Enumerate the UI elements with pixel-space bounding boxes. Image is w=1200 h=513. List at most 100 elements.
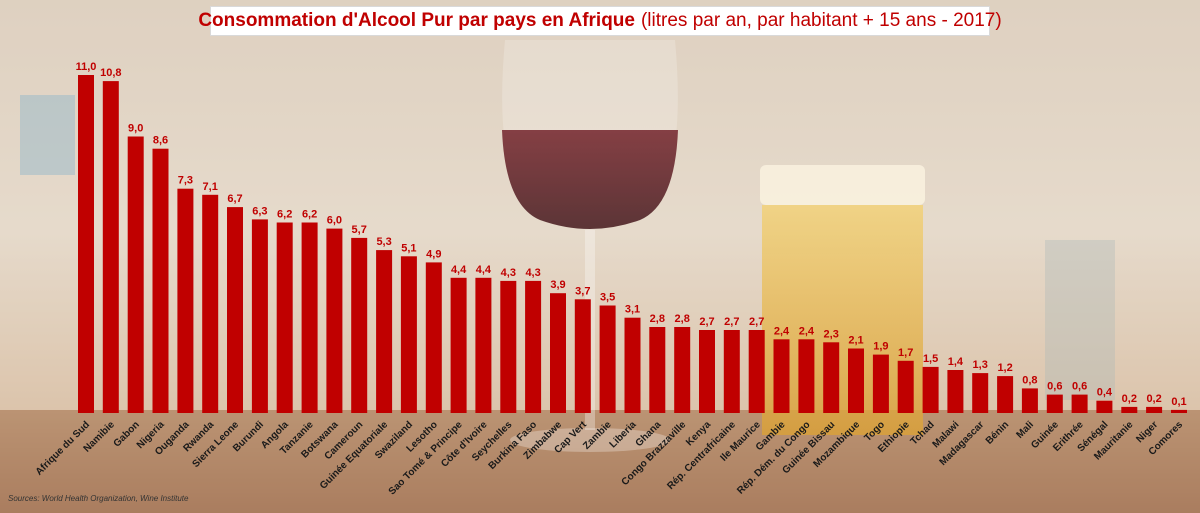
value-label-24: 2,8 bbox=[675, 313, 690, 325]
bar-22 bbox=[624, 317, 641, 413]
value-labels-group: 11,010,8 9,0 8,6 7,3 7,1 6,7 6,3 6,2 6,2 6,0 5,7 5,… bbox=[76, 61, 1187, 408]
value-label-10: 6,0 bbox=[327, 215, 342, 227]
value-label-29: 2,4 bbox=[799, 325, 815, 337]
bar-41 bbox=[1096, 400, 1113, 413]
value-label-21: 3,5 bbox=[600, 292, 615, 304]
bars-group bbox=[78, 75, 1187, 413]
bar-19 bbox=[550, 293, 566, 413]
category-label-37: Bénin bbox=[984, 419, 1011, 446]
value-label-43: 0,2 bbox=[1146, 393, 1161, 405]
value-label-0: 11,0 bbox=[76, 61, 97, 73]
bar-31 bbox=[848, 348, 864, 413]
bar-4 bbox=[177, 188, 194, 413]
value-label-16: 4,4 bbox=[476, 264, 492, 276]
value-label-9: 6,2 bbox=[302, 209, 317, 221]
bar-24 bbox=[674, 327, 691, 413]
chart-subtitle: (litres par an, par habitant + 15 ans - … bbox=[640, 10, 1002, 31]
bar-37 bbox=[997, 376, 1014, 413]
bar-17 bbox=[500, 280, 517, 413]
bar-11 bbox=[351, 237, 368, 413]
bar-35 bbox=[947, 370, 964, 413]
value-label-18: 4,3 bbox=[525, 267, 540, 279]
bar-32 bbox=[872, 354, 889, 413]
bar-43 bbox=[1146, 406, 1163, 413]
value-label-25: 2,7 bbox=[699, 316, 714, 328]
value-label-20: 3,7 bbox=[575, 285, 590, 297]
bar-8 bbox=[276, 222, 293, 413]
value-label-8: 6,2 bbox=[277, 209, 292, 221]
value-label-40: 0,6 bbox=[1072, 381, 1087, 393]
value-label-14: 4,9 bbox=[426, 248, 441, 260]
bar-7 bbox=[251, 219, 268, 413]
category-label-22: Liberia bbox=[608, 419, 639, 450]
value-label-22: 3,1 bbox=[625, 304, 640, 316]
bar-38 bbox=[1021, 388, 1038, 413]
bar-14 bbox=[425, 262, 442, 413]
bar-44 bbox=[1171, 409, 1187, 413]
chart-title-box: Consommation d'Alcool Pur par pays en Af… bbox=[198, 6, 1002, 36]
value-label-19: 3,9 bbox=[550, 279, 565, 291]
bar-23 bbox=[649, 327, 666, 413]
bar-36 bbox=[972, 373, 989, 413]
bar-10 bbox=[326, 228, 343, 413]
value-label-33: 1,7 bbox=[898, 347, 913, 359]
bar-29 bbox=[798, 339, 815, 413]
value-label-30: 2,3 bbox=[824, 328, 839, 340]
category-label-21: Zambie bbox=[581, 419, 614, 452]
bar-30 bbox=[823, 342, 840, 413]
value-label-4: 7,3 bbox=[178, 175, 193, 187]
value-label-23: 2,8 bbox=[650, 313, 665, 325]
bar-3 bbox=[152, 148, 169, 413]
bar-42 bbox=[1121, 406, 1138, 413]
bar-34 bbox=[922, 366, 939, 413]
value-label-15: 4,4 bbox=[451, 264, 467, 276]
bar-1 bbox=[102, 81, 119, 413]
value-label-17: 4,3 bbox=[501, 267, 516, 279]
value-label-1: 10,8 bbox=[100, 67, 121, 79]
bar-16 bbox=[475, 277, 492, 413]
value-label-12: 5,3 bbox=[376, 236, 391, 248]
value-label-36: 1,3 bbox=[973, 359, 988, 371]
bar-20 bbox=[574, 299, 591, 413]
bar-40 bbox=[1071, 394, 1088, 413]
bar-15 bbox=[450, 277, 467, 413]
value-label-5: 7,1 bbox=[203, 181, 218, 193]
value-label-27: 2,7 bbox=[749, 316, 764, 328]
chart-title: Consommation d'Alcool Pur par pays en Af… bbox=[198, 10, 635, 31]
bar-21 bbox=[599, 305, 616, 413]
value-label-7: 6,3 bbox=[252, 205, 267, 217]
bar-5 bbox=[202, 194, 219, 413]
value-label-35: 1,4 bbox=[948, 356, 964, 368]
category-labels-group: Afrique du SudNamibieGabonNigeriaOuganda… bbox=[34, 419, 1186, 497]
value-label-41: 0,4 bbox=[1097, 387, 1113, 399]
bar-9 bbox=[301, 222, 318, 413]
bar-25 bbox=[699, 330, 715, 413]
value-label-13: 5,1 bbox=[401, 242, 416, 254]
bar-12 bbox=[376, 250, 393, 413]
value-label-11: 5,7 bbox=[352, 224, 367, 236]
value-label-6: 6,7 bbox=[227, 193, 242, 205]
bar-28 bbox=[773, 339, 790, 413]
bar-6 bbox=[227, 207, 243, 413]
value-label-2: 9,0 bbox=[128, 123, 143, 135]
bar-26 bbox=[723, 330, 740, 413]
bar-13 bbox=[400, 256, 417, 413]
bar-39 bbox=[1046, 394, 1063, 413]
bar-18 bbox=[525, 280, 542, 413]
value-label-26: 2,7 bbox=[724, 316, 739, 328]
wine-glass bbox=[502, 40, 678, 452]
value-label-39: 0,6 bbox=[1047, 381, 1062, 393]
value-label-34: 1,5 bbox=[923, 353, 938, 365]
value-label-31: 2,1 bbox=[848, 335, 863, 347]
bar-2 bbox=[127, 136, 144, 413]
value-label-32: 1,9 bbox=[873, 341, 888, 353]
value-label-42: 0,2 bbox=[1122, 393, 1137, 405]
value-label-37: 1,2 bbox=[997, 362, 1012, 374]
category-label-38: Mali bbox=[1014, 419, 1036, 441]
bar-0 bbox=[78, 75, 94, 413]
value-label-44: 0,1 bbox=[1171, 396, 1186, 408]
value-label-28: 2,4 bbox=[774, 325, 790, 337]
bar-33 bbox=[897, 360, 914, 413]
value-label-38: 0,8 bbox=[1022, 374, 1037, 386]
